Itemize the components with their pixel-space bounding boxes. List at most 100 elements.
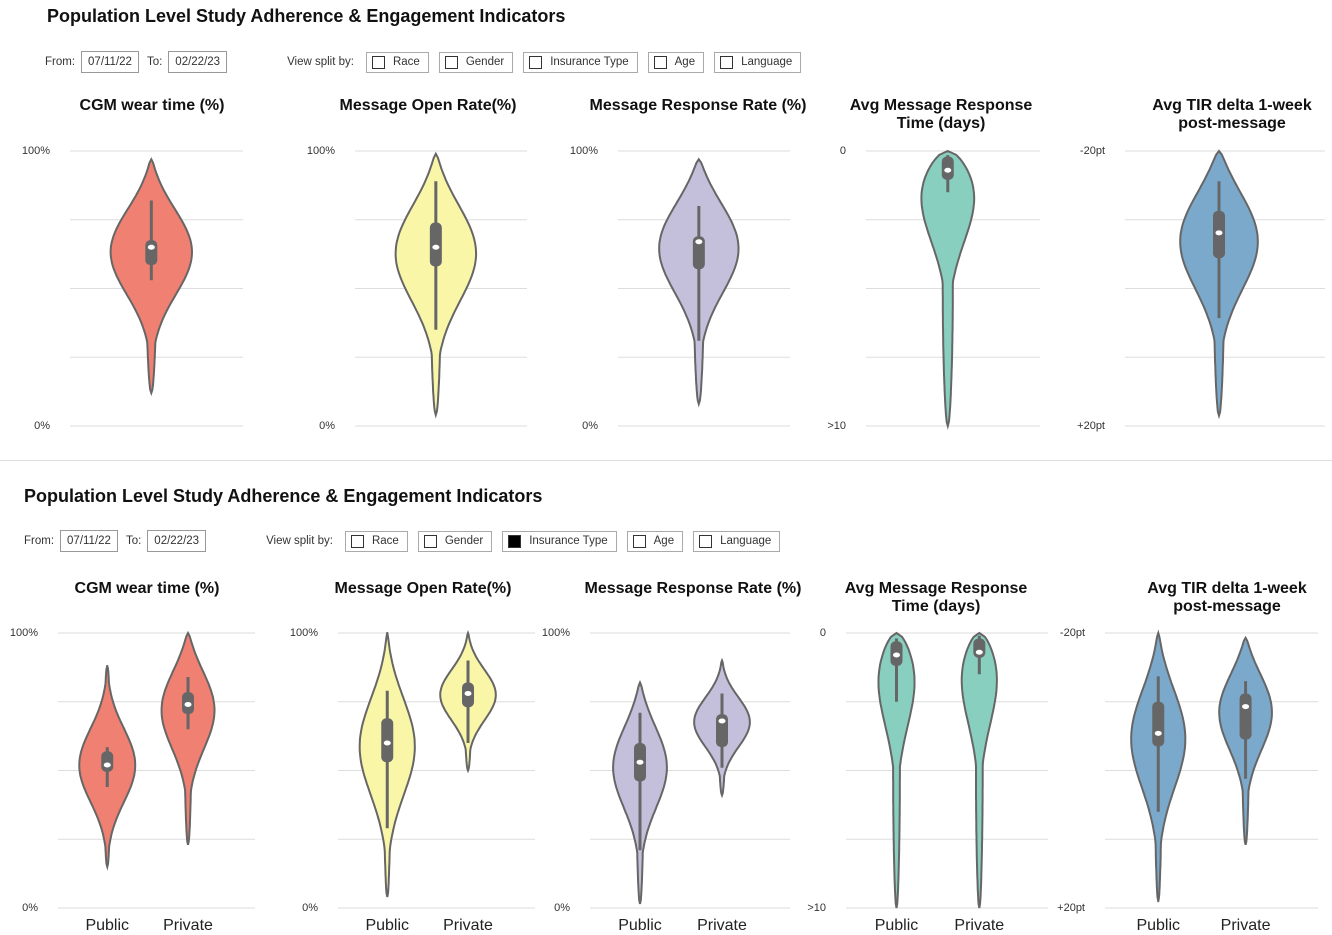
checkbox[interactable] <box>371 55 385 69</box>
checkbox-option[interactable]: Race <box>365 51 429 73</box>
chart-title: CGM wear time (%) <box>79 97 225 114</box>
violin <box>160 630 216 846</box>
y-tick-label: 100% <box>290 627 318 639</box>
y-tick-label: 100% <box>542 627 570 639</box>
y-tick-label: 0% <box>34 420 50 432</box>
chart-title: Avg TIR delta 1-week post-message <box>1147 580 1307 615</box>
checkbox-label: Insurance Type <box>550 56 629 68</box>
date-input[interactable]: 02/22/23 <box>168 51 228 73</box>
violin <box>877 631 916 909</box>
checkbox[interactable] <box>699 534 713 548</box>
checkbox[interactable] <box>423 534 437 548</box>
y-tick-label: -20pt <box>1080 145 1105 157</box>
y-tick-label: -20pt <box>1060 627 1085 639</box>
y-tick-label: 100% <box>307 145 335 157</box>
category-label: Private <box>954 917 1004 934</box>
box <box>692 236 705 270</box>
checkbox[interactable] <box>350 534 364 548</box>
to-label: To: <box>146 56 163 68</box>
chart-title: Avg Message Response Time (days) <box>849 97 1033 132</box>
violin <box>960 631 998 909</box>
y-tick-label: 0% <box>302 902 318 914</box>
category-label: Private <box>1221 917 1271 934</box>
checkbox-label: Gender <box>465 56 505 68</box>
y-tick-label: 0 <box>840 145 846 157</box>
panel-title: Population Level Study Adherence & Engag… <box>47 6 566 26</box>
checkbox-option[interactable]: Insurance Type <box>523 51 638 73</box>
y-tick-label: 0% <box>22 902 38 914</box>
from-label: From: <box>45 56 76 68</box>
y-tick-label: 100% <box>10 627 38 639</box>
checkbox-option[interactable]: Insurance Type <box>502 530 617 552</box>
chart-title: Message Response Rate (%) <box>584 580 802 597</box>
median <box>975 649 983 655</box>
date-input[interactable]: 07/11/22 <box>81 51 139 73</box>
checkbox[interactable] <box>653 55 667 69</box>
category-label: Public <box>618 917 662 934</box>
checkbox[interactable] <box>529 55 543 69</box>
y-tick-label: >10 <box>807 902 826 914</box>
checkbox-label: Language <box>720 535 772 547</box>
checkbox-option[interactable]: Age <box>647 51 705 73</box>
median <box>636 759 644 765</box>
checkbox-label: Race <box>371 535 399 547</box>
category-label: Public <box>85 917 129 934</box>
checkbox-label: Age <box>674 56 696 68</box>
chart-title: Message Open Rate(%) <box>339 97 517 114</box>
chart-title: Message Response Rate (%) <box>589 97 807 114</box>
checkbox[interactable] <box>444 55 458 69</box>
filter-row: From: 07/11/22 To: 02/22/23 View split by: Ra… <box>24 530 790 552</box>
median <box>464 691 472 696</box>
checkbox-option[interactable]: Race <box>344 530 408 552</box>
from-label: From: <box>24 535 55 547</box>
median <box>718 718 726 724</box>
checkbox-label: Insurance Type <box>529 535 608 547</box>
box <box>101 751 114 772</box>
checkbox[interactable] <box>632 534 646 548</box>
box <box>429 222 442 267</box>
box <box>716 714 728 748</box>
chart-title: Message Open Rate(%) <box>334 580 512 597</box>
median <box>184 702 192 707</box>
checkbox-option[interactable]: Gender <box>438 51 514 73</box>
median <box>944 167 952 173</box>
y-tick-label: 100% <box>570 145 598 157</box>
category-label: Public <box>365 917 409 934</box>
y-tick-label: +20pt <box>1077 420 1105 432</box>
split-label: View split by: <box>266 535 333 547</box>
checkbox-option[interactable]: Language <box>714 51 802 73</box>
separator <box>0 460 1332 461</box>
category-label: Public <box>1136 917 1180 934</box>
chart-title: Avg Message Response Time (days) <box>844 580 1028 615</box>
y-tick-label: 0% <box>582 420 598 432</box>
date-input[interactable]: 07/11/22 <box>60 530 118 552</box>
checkbox-option[interactable]: Age <box>626 530 684 552</box>
date-input[interactable]: 02/22/23 <box>147 530 207 552</box>
median <box>383 740 391 746</box>
y-tick-label: >10 <box>827 420 846 432</box>
box <box>973 638 986 658</box>
checkbox[interactable] <box>508 534 522 548</box>
median <box>695 239 703 245</box>
box <box>145 240 158 266</box>
checkbox[interactable] <box>720 55 734 69</box>
checkbox-option[interactable]: Gender <box>417 530 493 552</box>
category-label: Private <box>697 917 747 934</box>
checkbox-label: Race <box>392 56 420 68</box>
chart-title: Avg TIR delta 1-week post-message <box>1152 97 1312 132</box>
category-label: Private <box>443 917 493 934</box>
checkbox-label: Language <box>741 56 793 68</box>
median <box>1215 230 1223 236</box>
y-tick-label: +20pt <box>1057 902 1085 914</box>
filter-row: From: 07/11/22 To: 02/22/23 View split by: Ra… <box>45 51 811 73</box>
checkbox-label: Age <box>653 535 675 547</box>
to-label: To: <box>125 535 142 547</box>
box <box>381 718 394 763</box>
median <box>1154 730 1162 736</box>
category-label: Private <box>163 917 213 934</box>
box <box>1152 701 1165 747</box>
median <box>147 244 155 250</box>
checkbox-option[interactable]: Language <box>693 530 781 552</box>
